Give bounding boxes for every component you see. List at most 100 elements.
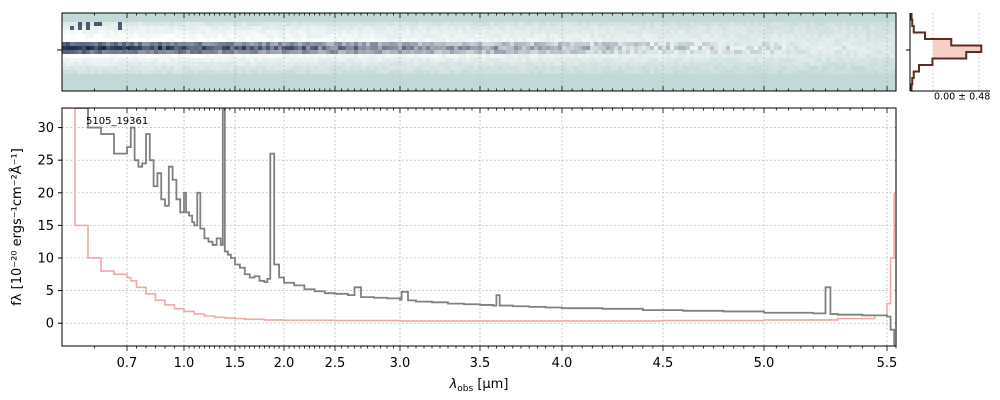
image-pixel: [846, 62, 850, 66]
image-pixel: [586, 50, 590, 54]
image-pixel: [410, 54, 414, 58]
image-pixel: [118, 46, 122, 50]
image-pixel: [194, 58, 198, 62]
image-pixel: [82, 38, 86, 42]
image-pixel: [454, 62, 458, 66]
image-pixel: [154, 26, 158, 30]
image-pixel: [558, 62, 562, 66]
image-pixel: [126, 58, 130, 62]
image-pixel: [186, 22, 190, 26]
image-pixel: [674, 34, 678, 38]
image-pixel: [190, 66, 194, 70]
image-pixel: [514, 62, 518, 66]
image-pixel: [134, 62, 138, 66]
image-pixel: [114, 58, 118, 62]
image-pixel: [810, 66, 814, 70]
image-pixel: [174, 70, 178, 74]
image-pixel: [474, 70, 478, 74]
image-pixel: [714, 42, 718, 46]
image-pixel: [434, 22, 438, 26]
image-pixel: [838, 30, 842, 34]
image-pixel: [554, 34, 558, 38]
image-pixel: [286, 58, 290, 62]
image-pixel: [634, 54, 638, 58]
image-pixel: [554, 62, 558, 66]
image-pixel: [646, 70, 650, 74]
image-pixel: [82, 66, 86, 70]
image-pixel: [802, 70, 806, 74]
image-pixel: [538, 62, 542, 66]
image-pixel: [826, 42, 830, 46]
image-pixel: [250, 46, 254, 50]
image-pixel: [870, 46, 874, 50]
y-tick-label: 20: [37, 186, 54, 201]
image-pixel: [550, 22, 554, 26]
image-pixel: [466, 58, 470, 62]
image-pixel: [302, 46, 306, 50]
image-pixel: [378, 46, 382, 50]
image-pixel: [566, 66, 570, 70]
image-pixel: [342, 62, 346, 66]
image-pixel: [314, 22, 318, 26]
image-pixel: [566, 58, 570, 62]
image-pixel: [542, 70, 546, 74]
image-pixel: [890, 38, 894, 42]
image-pixel: [614, 30, 618, 34]
image-pixel: [446, 66, 450, 70]
image-pixel: [666, 70, 670, 74]
image-pixel: [826, 26, 830, 30]
image-pixel: [222, 46, 226, 50]
image-pixel: [654, 22, 658, 26]
image-pixel: [70, 22, 74, 26]
image-pixel: [478, 62, 482, 66]
image-pixel: [426, 22, 430, 26]
image-pixel: [134, 54, 138, 58]
image-pixel: [242, 26, 246, 30]
image-pixel: [394, 42, 398, 46]
image-pixel: [306, 34, 310, 38]
image-pixel: [534, 30, 538, 34]
image-pixel: [386, 38, 390, 42]
image-pixel: [438, 22, 442, 26]
image-pixel: [450, 34, 454, 38]
image-pixel: [606, 62, 610, 66]
image-pixel: [258, 66, 262, 70]
image-pixel: [626, 70, 630, 74]
image-pixel: [358, 26, 362, 30]
image-pixel: [374, 26, 378, 30]
image-pixel: [802, 42, 806, 46]
image-pixel: [114, 46, 118, 50]
image-pixel: [530, 46, 534, 50]
image-pixel: [482, 38, 486, 42]
image-pixel: [202, 22, 206, 26]
image-pixel: [818, 66, 822, 70]
image-pixel: [570, 58, 574, 62]
image-pixel: [318, 54, 322, 58]
image-pixel: [802, 58, 806, 62]
image-pixel: [706, 26, 710, 30]
image-pixel: [454, 46, 458, 50]
image-pixel: [826, 70, 830, 74]
image-pixel: [474, 22, 478, 26]
image-pixel: [522, 22, 526, 26]
image-pixel: [526, 38, 530, 42]
image-pixel: [458, 26, 462, 30]
image-pixel: [794, 30, 798, 34]
image-pixel: [174, 34, 178, 38]
image-pixel: [638, 34, 642, 38]
image-pixel: [514, 30, 518, 34]
image-pixel: [182, 70, 186, 74]
image-pixel: [646, 58, 650, 62]
image-pixel: [78, 42, 82, 46]
image-pixel: [498, 62, 502, 66]
image-pixel: [178, 42, 182, 46]
image-pixel: [510, 34, 514, 38]
image-pixel: [538, 34, 542, 38]
image-pixel: [222, 42, 226, 46]
image-pixel: [494, 66, 498, 70]
image-pixel: [822, 34, 826, 38]
image-pixel: [74, 70, 78, 74]
image-pixel: [66, 42, 70, 46]
image-pixel: [750, 46, 754, 50]
image-pixel: [146, 58, 150, 62]
